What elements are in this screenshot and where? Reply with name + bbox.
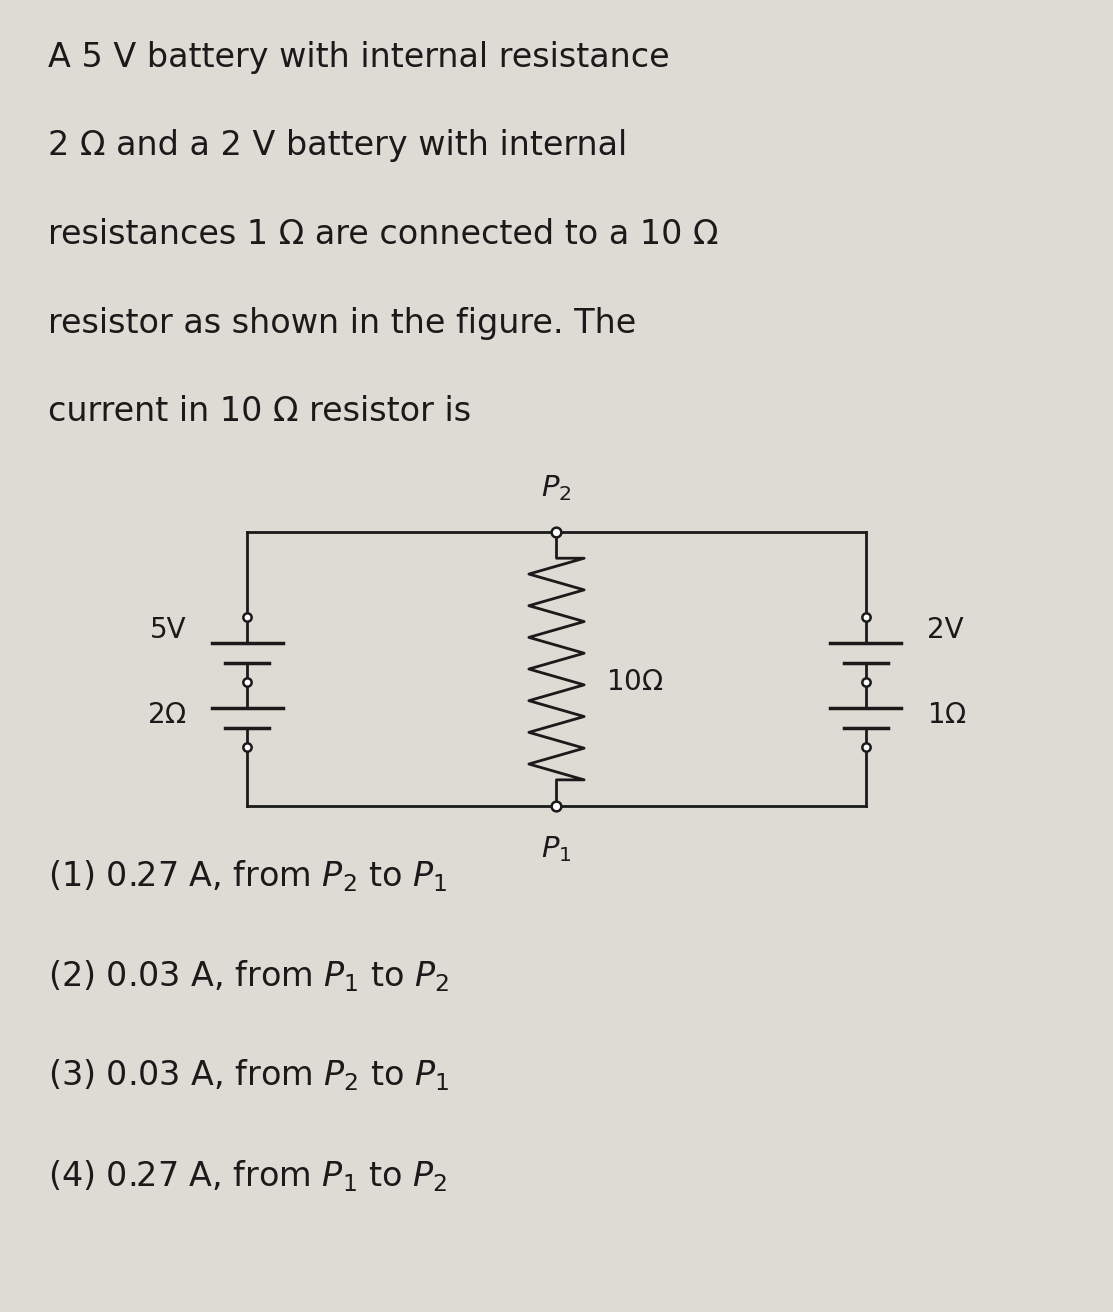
Text: (2) 0.03 A, from $P_1$ to $P_2$: (2) 0.03 A, from $P_1$ to $P_2$ [48,959,450,994]
Text: $1\Omega$: $1\Omega$ [926,701,966,728]
Text: $P_1$: $P_1$ [541,834,572,865]
Text: 2V: 2V [926,615,963,644]
Text: 2 Ω and a 2 V battery with internal: 2 Ω and a 2 V battery with internal [48,130,628,163]
Text: $2\Omega$: $2\Omega$ [147,701,187,728]
Text: A 5 V battery with internal resistance: A 5 V battery with internal resistance [48,41,670,73]
Text: resistances 1 Ω are connected to a 10 Ω: resistances 1 Ω are connected to a 10 Ω [48,218,719,251]
Text: (4) 0.27 A, from $P_1$ to $P_2$: (4) 0.27 A, from $P_1$ to $P_2$ [48,1158,447,1194]
Text: resistor as shown in the figure. The: resistor as shown in the figure. The [48,307,637,340]
Text: (3) 0.03 A, from $P_2$ to $P_1$: (3) 0.03 A, from $P_2$ to $P_1$ [48,1057,450,1093]
Text: $P_2$: $P_2$ [541,474,572,504]
Text: 5V: 5V [150,615,187,644]
Text: current in 10 Ω resistor is: current in 10 Ω resistor is [48,395,472,428]
Text: $10\Omega$: $10\Omega$ [607,668,663,697]
Text: (1) 0.27 A, from $P_2$ to $P_1$: (1) 0.27 A, from $P_2$ to $P_1$ [48,858,447,893]
